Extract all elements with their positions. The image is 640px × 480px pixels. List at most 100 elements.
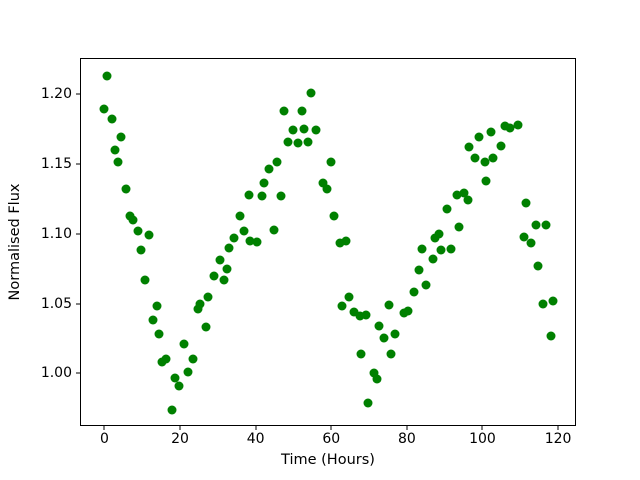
data-point (264, 164, 274, 174)
data-point (361, 310, 371, 320)
data-point (403, 306, 413, 316)
data-point (531, 220, 541, 230)
data-point (459, 188, 469, 198)
data-point (379, 333, 389, 343)
data-point (521, 198, 531, 208)
data-point (513, 120, 523, 130)
data-point (486, 127, 496, 137)
data-point (414, 265, 424, 275)
data-point (428, 254, 438, 264)
data-point (299, 124, 309, 134)
y-tick (76, 233, 80, 235)
data-point (454, 222, 464, 232)
data-point (174, 381, 184, 391)
data-point (409, 287, 419, 297)
data-point (526, 238, 536, 248)
data-point (201, 322, 211, 332)
data-point (107, 114, 117, 124)
data-point (276, 191, 286, 201)
data-point (252, 237, 262, 247)
data-point (219, 275, 229, 285)
data-point (235, 211, 245, 221)
data-point (538, 299, 548, 309)
x-tick-label: 60 (322, 431, 341, 447)
data-point (195, 299, 205, 309)
x-tick-label: 80 (397, 431, 416, 447)
x-tick (255, 426, 257, 430)
data-point (500, 121, 510, 131)
data-point (519, 232, 529, 241)
data-point (133, 226, 143, 236)
data-point (215, 255, 225, 265)
data-point (167, 405, 177, 415)
data-point (430, 233, 440, 243)
data-point (442, 204, 452, 214)
y-tick (76, 163, 80, 165)
data-point (283, 137, 293, 147)
data-point (209, 271, 219, 281)
data-point (148, 315, 158, 325)
data-point (269, 225, 279, 235)
x-tick (103, 426, 105, 430)
data-point (245, 236, 255, 246)
data-point (326, 157, 335, 167)
data-point (116, 132, 126, 142)
data-point (452, 190, 462, 200)
data-point (329, 211, 339, 221)
data-point (341, 236, 351, 246)
data-point (463, 195, 473, 205)
data-point (203, 292, 213, 302)
data-point (144, 230, 154, 240)
data-point (121, 184, 131, 194)
data-point (288, 125, 298, 135)
data-point (193, 304, 203, 314)
data-point (533, 261, 543, 271)
data-point (306, 88, 316, 98)
data-point (170, 373, 180, 383)
data-point (322, 184, 332, 194)
y-tick-label: 1.20 (40, 86, 72, 103)
data-point (337, 301, 347, 311)
x-axis-label: Time (Hours) (281, 452, 375, 468)
data-point (446, 244, 456, 254)
x-tick-label: 40 (246, 431, 265, 447)
data-point (113, 157, 123, 167)
y-tick-label: 1.15 (40, 155, 72, 172)
data-point (188, 354, 198, 364)
x-tick-label: 120 (544, 431, 572, 447)
data-point (496, 141, 506, 151)
data-point (436, 245, 446, 255)
data-point (363, 398, 373, 408)
data-point (541, 220, 551, 230)
data-point (229, 233, 239, 243)
data-point (222, 264, 232, 274)
data-point (434, 229, 444, 239)
data-point (417, 244, 427, 254)
data-point (356, 349, 366, 359)
y-tick (76, 303, 80, 305)
data-point (474, 132, 484, 142)
data-point (154, 329, 164, 339)
data-point (110, 145, 120, 155)
y-tick-label: 1.05 (40, 295, 72, 312)
x-tick (330, 426, 332, 430)
data-point (140, 275, 150, 285)
data-point (390, 329, 400, 339)
data-point (386, 349, 396, 359)
data-point (349, 307, 359, 317)
x-tick (557, 426, 559, 430)
data-point (374, 321, 384, 331)
data-point (546, 331, 556, 341)
data-point (152, 301, 162, 311)
x-tick (179, 426, 181, 430)
data-point (183, 367, 193, 377)
x-tick (406, 426, 408, 430)
y-tick-label: 1.10 (40, 225, 72, 242)
data-point (335, 238, 345, 248)
data-point (311, 125, 321, 135)
data-point (480, 157, 490, 167)
data-point (318, 178, 328, 188)
data-point (99, 104, 109, 114)
data-point (384, 300, 394, 310)
